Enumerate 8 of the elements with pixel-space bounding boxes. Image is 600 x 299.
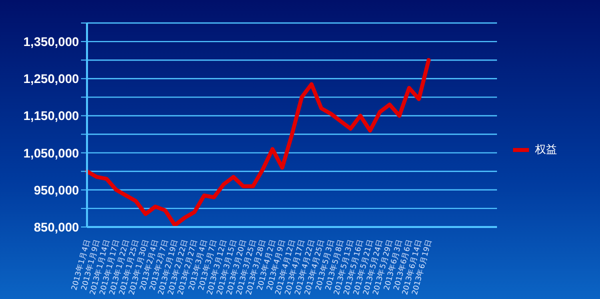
legend-label: 权益	[535, 142, 557, 157]
y-tick-label: 950,000	[34, 183, 80, 198]
y-tick-label: 850,000	[34, 220, 80, 234]
line-series	[85, 58, 431, 227]
y-tick-label: 1,150,000	[23, 109, 80, 124]
y-tick-label: 1,250,000	[23, 72, 80, 86]
y-tick-label: 1,350,000	[23, 34, 80, 49]
y-tick-label: 1,050,000	[23, 146, 80, 160]
